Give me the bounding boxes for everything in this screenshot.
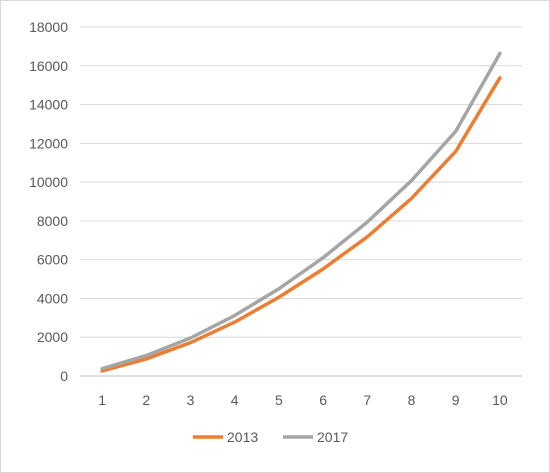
x-tick-label: 4 xyxy=(231,392,239,408)
y-tick-label: 6000 xyxy=(37,252,68,268)
y-axis-ticks: 0 2000 4000 6000 8000 10000 12000 14000 16000 180… xyxy=(29,19,68,384)
x-tick-label: 9 xyxy=(452,392,460,408)
x-tick-label: 10 xyxy=(492,392,508,408)
y-tick-label: 12000 xyxy=(29,135,68,151)
series-line-2013 xyxy=(100,76,502,373)
y-tick-label: 14000 xyxy=(29,97,68,113)
x-tick-label: 3 xyxy=(187,392,195,408)
legend-label-2013: 2013 xyxy=(227,429,258,445)
series-lines xyxy=(100,51,502,373)
x-tick-label: 1 xyxy=(98,392,106,408)
x-axis-ticks: 1 2 3 4 5 6 7 8 9 10 xyxy=(98,392,508,408)
legend-label-2017: 2017 xyxy=(317,429,348,445)
x-tick-label: 7 xyxy=(363,392,371,408)
x-tick-label: 8 xyxy=(408,392,416,408)
x-tick-label: 2 xyxy=(142,392,150,408)
y-tick-label: 16000 xyxy=(29,58,68,74)
x-tick-label: 5 xyxy=(275,392,283,408)
y-tick-label: 8000 xyxy=(37,213,68,229)
gridlines xyxy=(80,26,522,377)
y-tick-label: 4000 xyxy=(37,290,68,306)
legend: 2013 2017 xyxy=(193,429,348,445)
x-tick-label: 6 xyxy=(319,392,327,408)
y-tick-label: 10000 xyxy=(29,174,68,190)
y-tick-label: 2000 xyxy=(37,329,68,345)
y-tick-label: 18000 xyxy=(29,19,68,35)
y-tick-label: 0 xyxy=(60,368,68,384)
series-line-2017 xyxy=(100,51,502,371)
